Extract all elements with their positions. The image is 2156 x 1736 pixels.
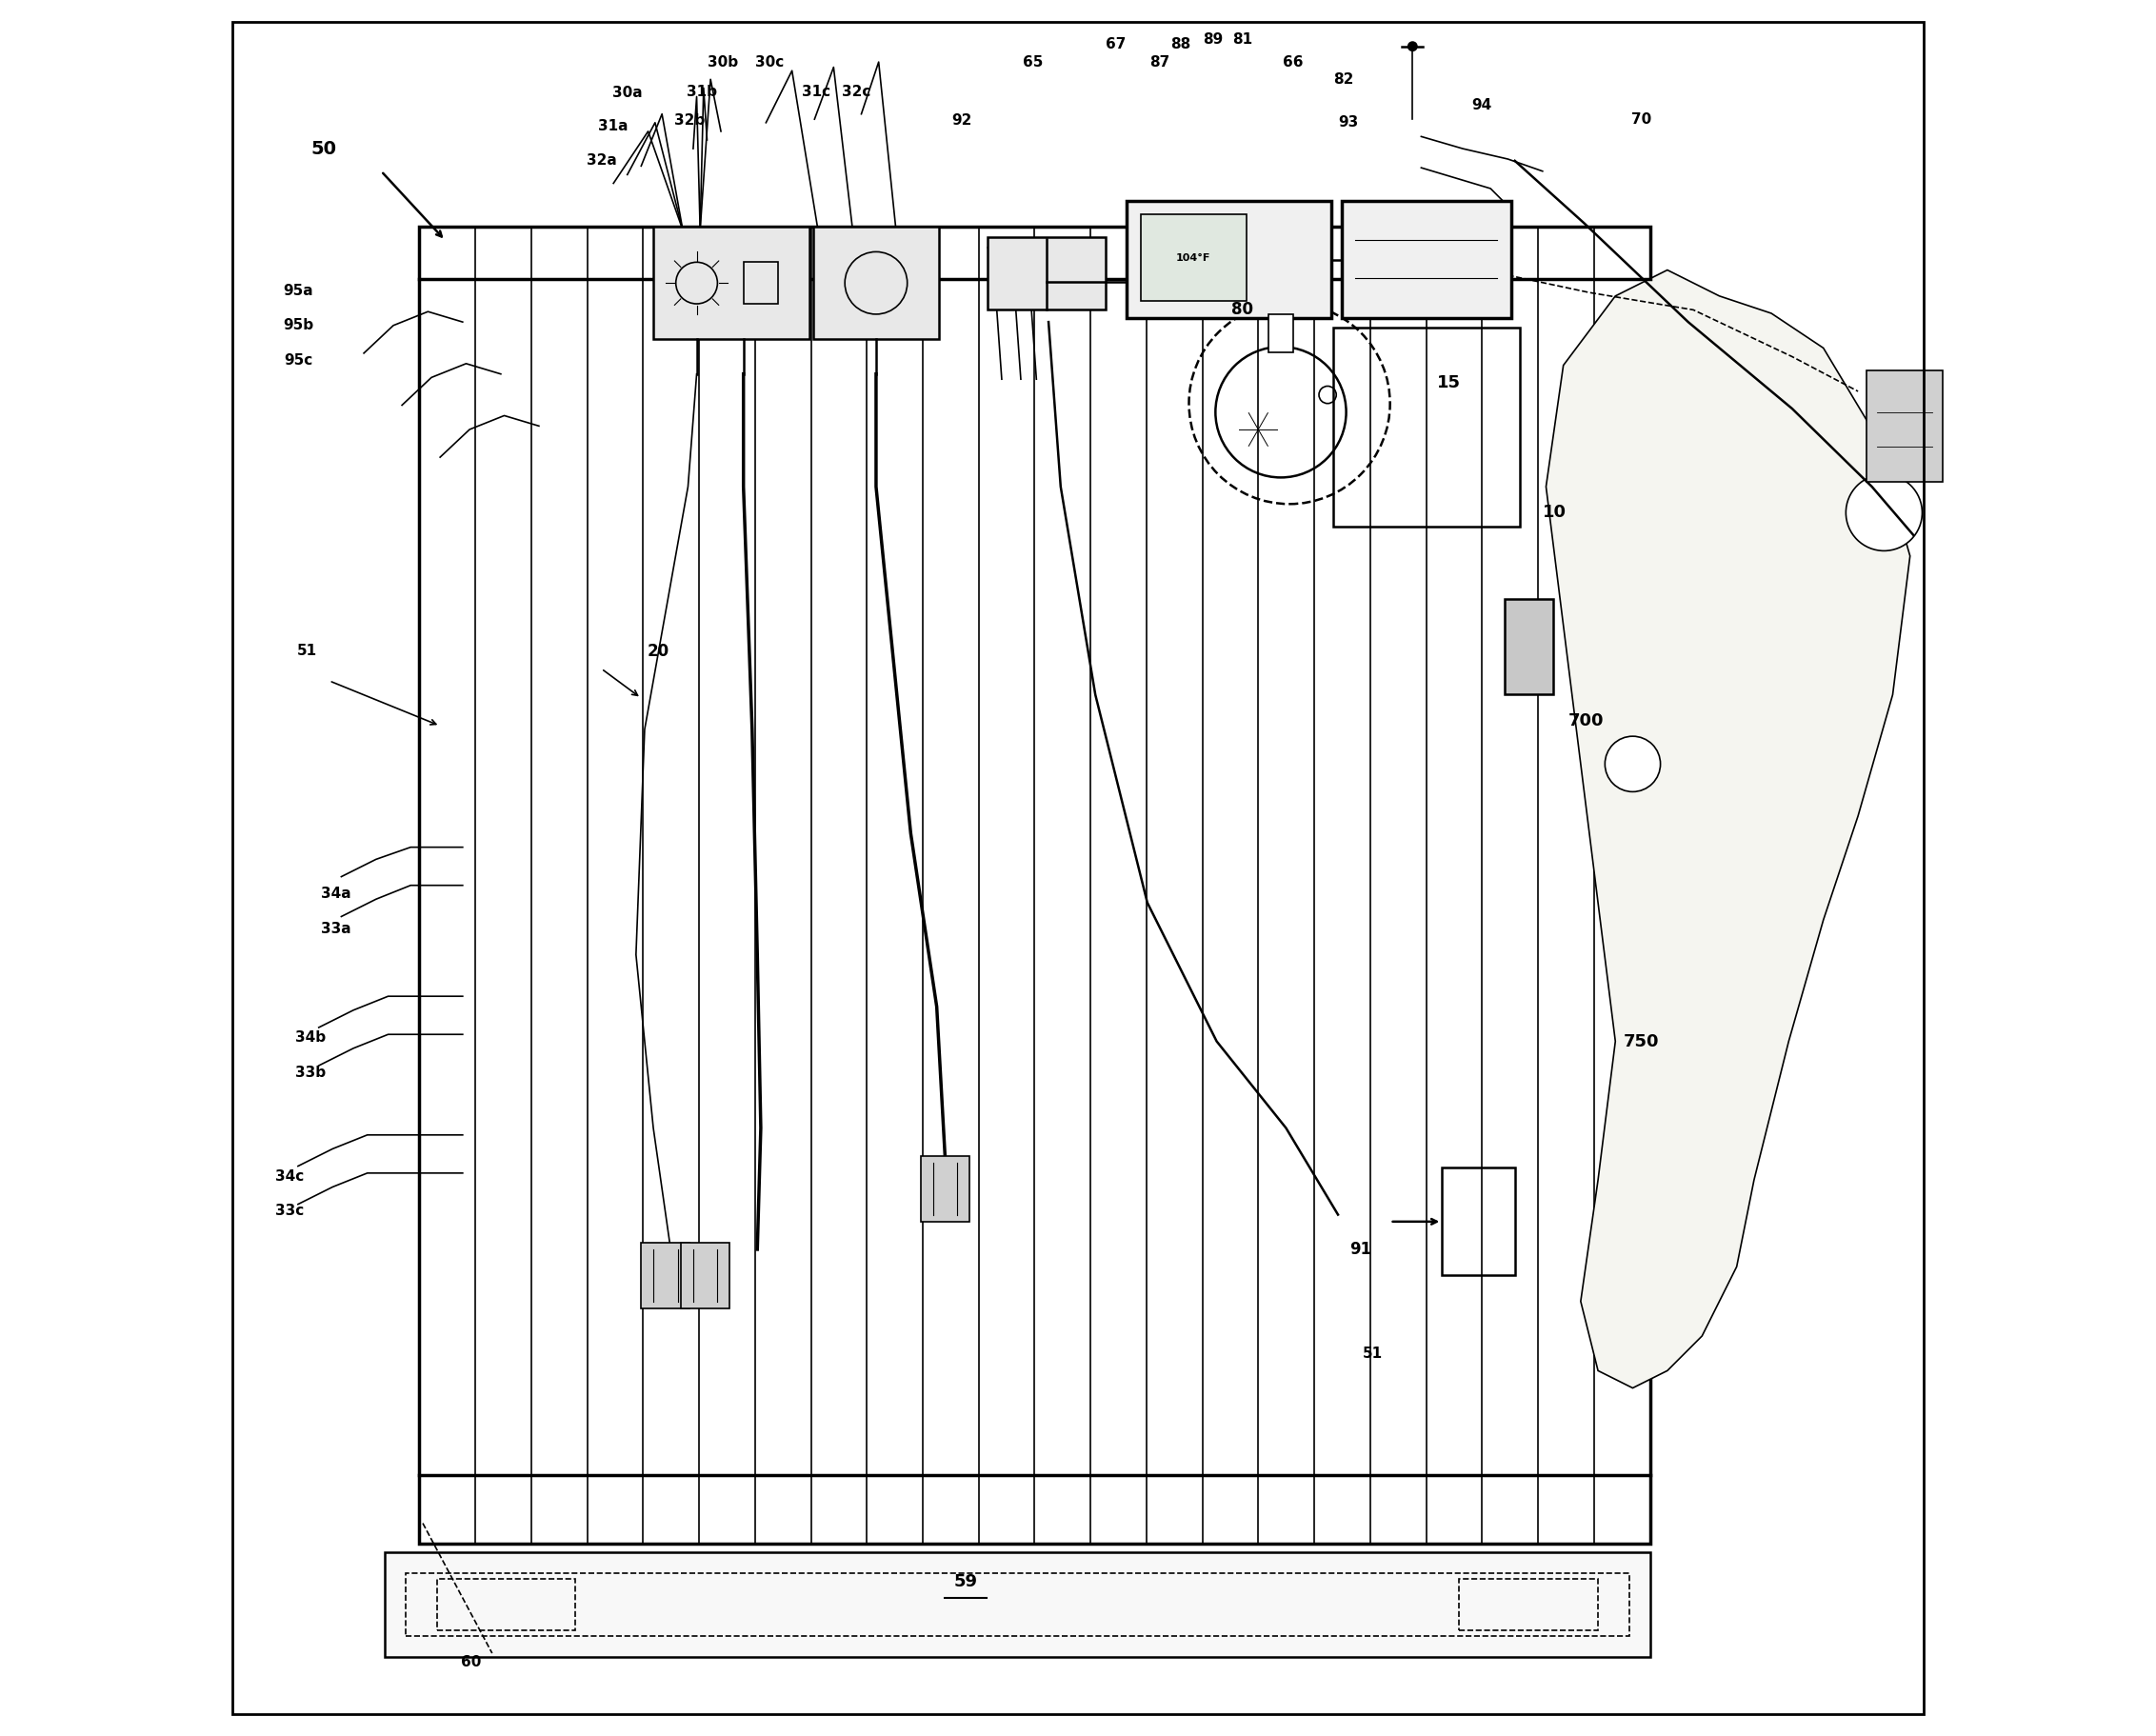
Text: 30c: 30c [755,56,785,69]
Text: 95b: 95b [282,318,313,333]
Text: 92: 92 [951,115,972,128]
Text: 80: 80 [1231,302,1253,318]
Circle shape [1408,42,1419,52]
Text: 32c: 32c [841,85,871,99]
Text: 88: 88 [1171,38,1190,52]
Polygon shape [1546,271,1910,1389]
Text: 31a: 31a [599,120,627,134]
Text: 34b: 34b [295,1031,326,1045]
Bar [405,1573,1630,1635]
Circle shape [1846,474,1923,550]
Text: 94: 94 [1473,99,1492,113]
Text: 700: 700 [1567,712,1604,729]
Bar [813,227,940,339]
Bar [1442,1168,1516,1276]
Text: 51: 51 [298,644,317,658]
Text: 33c: 33c [276,1205,304,1219]
Text: 87: 87 [1149,56,1169,69]
Bar [1867,370,1943,481]
Text: 31c: 31c [802,85,830,99]
Text: 59: 59 [953,1573,977,1590]
Text: 82: 82 [1332,73,1354,87]
Text: 15: 15 [1438,373,1462,391]
Text: 32a: 32a [586,155,617,168]
Bar [653,227,808,339]
Text: 20: 20 [647,642,671,660]
Text: 95c: 95c [285,352,313,368]
Text: 31b: 31b [686,85,718,99]
Text: 34a: 34a [321,887,351,901]
Bar [640,1243,690,1309]
Bar [921,1156,970,1222]
Text: 30b: 30b [707,56,737,69]
Text: 33a: 33a [321,922,351,936]
Text: 89: 89 [1203,33,1222,47]
Bar [744,262,778,304]
Bar [1128,201,1330,318]
Text: 10: 10 [1544,503,1567,521]
Text: 93: 93 [1339,116,1358,130]
Text: 67: 67 [1106,38,1125,52]
Text: 66: 66 [1283,56,1302,69]
Text: 750: 750 [1623,1033,1660,1050]
Bar [1332,326,1520,526]
Text: 34c: 34c [276,1170,304,1184]
Text: 81: 81 [1233,33,1253,47]
Bar [1141,215,1246,300]
Bar [1268,314,1294,352]
Text: 104°F: 104°F [1177,253,1212,262]
Bar [1460,1578,1598,1630]
Text: 50: 50 [310,139,336,158]
Circle shape [1604,736,1660,792]
Text: 95a: 95a [282,283,313,299]
Bar [987,238,1106,309]
Bar [384,1552,1649,1656]
Text: 65: 65 [1022,56,1044,69]
Bar [1505,599,1552,694]
Text: 70: 70 [1632,113,1651,127]
Text: 91: 91 [1350,1241,1371,1259]
Bar [681,1243,729,1309]
Text: 51: 51 [1363,1345,1382,1361]
Bar [418,227,1649,1543]
Text: 32b: 32b [675,115,705,128]
Text: 30a: 30a [612,87,642,101]
Bar [1341,201,1511,318]
Text: 60: 60 [461,1654,481,1668]
Text: 33b: 33b [295,1066,326,1080]
Bar [438,1578,576,1630]
